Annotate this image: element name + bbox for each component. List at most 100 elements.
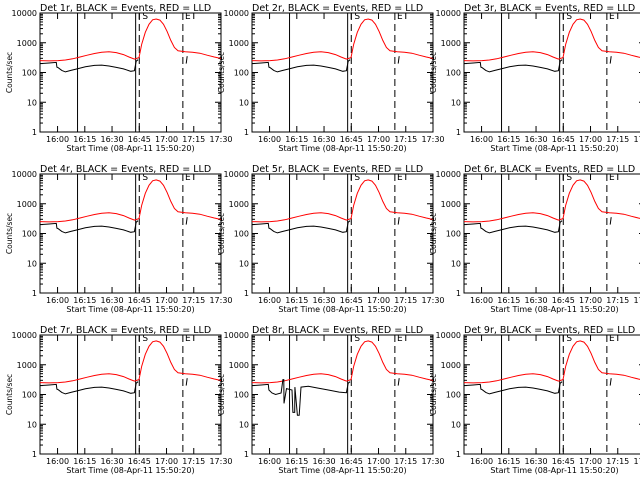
x-tick-label: 17:30: [209, 296, 232, 305]
x-tick-label: 16:00: [470, 135, 493, 144]
chart-panel-8: Det 8r, BLACK = Events, RED = LLD 1 10 100 1…: [217, 325, 445, 475]
plot-frame: [463, 334, 640, 455]
panel-title: Det 8r, BLACK = Events, RED = LLD: [252, 325, 423, 336]
x-tick-label: 17:00: [367, 457, 390, 466]
x-tick-label: 17:15: [606, 296, 629, 305]
end-marker-label: E: [185, 334, 191, 344]
start-marker-label: S: [354, 173, 360, 183]
y-tick-label: 1: [456, 450, 461, 459]
events-blip: [397, 378, 400, 386]
events-blip: [185, 56, 188, 64]
x-tick-label: 16:15: [285, 457, 308, 466]
y-tick-label: 10: [239, 420, 249, 429]
x-axis-label: Start Time (08-Apr-11 15:50:20): [66, 466, 194, 475]
series-line-lld: [463, 18, 640, 62]
y-tick-label: 100: [446, 69, 461, 78]
plot-frame: [251, 173, 434, 294]
y-tick-label: 100: [22, 391, 37, 400]
y-tick-label: 10: [27, 98, 37, 107]
x-tick-label: 16:15: [497, 296, 520, 305]
chart-panel-3: Det 3r, BLACK = Events, RED = LLD 1 10 100 1…: [429, 3, 640, 153]
x-tick-label: 16:30: [101, 135, 124, 144]
panel-title: Det 2r, BLACK = Events, RED = LLD: [252, 3, 423, 14]
start-marker-label: S: [354, 12, 360, 22]
events-blip: [397, 56, 400, 64]
x-axis-label: Start Time (08-Apr-11 15:50:20): [490, 144, 618, 153]
plot-frame: [463, 173, 640, 294]
y-tick-label: 10000: [436, 170, 461, 179]
x-axis-label: Start Time (08-Apr-11 15:50:20): [278, 144, 406, 153]
x-tick-label: 17:00: [155, 296, 178, 305]
x-axis-label: Start Time (08-Apr-11 15:50:20): [66, 144, 194, 153]
y-tick-label: 1: [456, 128, 461, 137]
y-tick-label: 10: [27, 420, 37, 429]
y-tick-label: 1000: [229, 39, 249, 48]
x-tick-label: 16:15: [497, 457, 520, 466]
y-tick-label: 1000: [17, 361, 37, 370]
plot-frame: [39, 12, 222, 133]
y-tick-label: 10: [239, 98, 249, 107]
x-tick-label: 16:45: [128, 457, 151, 466]
end-marker-label: E: [397, 334, 403, 344]
x-tick-label: 16:00: [46, 135, 69, 144]
y-tick-label: 10: [451, 98, 461, 107]
series-line-lld: [251, 340, 434, 384]
chart-panel-7: Det 7r, BLACK = Events, RED = LLD 1 10 100 1…: [5, 325, 233, 475]
x-tick-label: 16:45: [340, 135, 363, 144]
panel-title: Det 1r, BLACK = Events, RED = LLD: [40, 3, 211, 14]
y-axis-label: Counts/sec: [429, 213, 438, 254]
y-tick-label: 10000: [12, 9, 37, 18]
y-tick-label: 1000: [441, 361, 461, 370]
chart-panel-9: Det 9r, BLACK = Events, RED = LLD 1 10 100 1…: [429, 325, 640, 475]
start-marker-label: S: [142, 12, 148, 22]
series-line-lld: [39, 340, 222, 384]
x-tick-label: 17:00: [367, 296, 390, 305]
x-tick-label: 17:30: [421, 457, 444, 466]
x-tick-label: 17:00: [367, 135, 390, 144]
panel-title: Det 3r, BLACK = Events, RED = LLD: [464, 3, 635, 14]
x-tick-label: 17:30: [633, 296, 640, 305]
series-line-events: [463, 59, 563, 73]
y-tick-label: 1000: [441, 39, 461, 48]
events-blip: [609, 217, 612, 225]
series-line-lld: [251, 18, 434, 62]
events-blip: [185, 217, 188, 225]
y-tick-label: 100: [234, 391, 249, 400]
x-axis-label: Start Time (08-Apr-11 15:50:20): [278, 305, 406, 314]
plot-frame: [463, 12, 640, 133]
x-tick-label: 17:15: [182, 457, 205, 466]
events-blip: [609, 56, 612, 64]
y-tick-label: 10: [451, 259, 461, 268]
x-tick-label: 16:15: [73, 135, 96, 144]
plot-frame: [251, 334, 434, 455]
series-line-events: [251, 379, 351, 416]
y-tick-label: 1: [244, 450, 249, 459]
y-tick-label: 10000: [224, 170, 249, 179]
start-marker-label: S: [566, 12, 572, 22]
x-tick-label: 16:30: [313, 135, 336, 144]
y-tick-label: 1: [456, 289, 461, 298]
events-blip: [397, 217, 400, 225]
panel-title: Det 9r, BLACK = Events, RED = LLD: [464, 325, 635, 336]
x-tick-label: 16:15: [285, 296, 308, 305]
y-tick-label: 1: [32, 289, 37, 298]
series-line-lld: [39, 18, 222, 62]
x-tick-label: 17:00: [579, 457, 602, 466]
x-tick-label: 16:30: [525, 135, 548, 144]
y-tick-label: 1: [32, 128, 37, 137]
start-marker-label: S: [142, 173, 148, 183]
y-tick-label: 10: [239, 259, 249, 268]
panel-title: Det 4r, BLACK = Events, RED = LLD: [40, 164, 211, 175]
chart-panel-1: Det 1r, BLACK = Events, RED = LLD 1 10 100 1…: [5, 3, 233, 153]
series-line-events: [39, 220, 139, 234]
y-tick-label: 100: [234, 69, 249, 78]
y-tick-label: 1000: [17, 200, 37, 209]
x-tick-label: 17:00: [579, 296, 602, 305]
series-line-events: [39, 59, 139, 73]
y-tick-label: 100: [446, 230, 461, 239]
x-tick-label: 16:00: [470, 296, 493, 305]
y-tick-label: 1000: [229, 200, 249, 209]
y-axis-label: Counts/sec: [5, 374, 14, 415]
end-marker-label: E: [397, 12, 403, 22]
x-tick-label: 16:30: [313, 296, 336, 305]
